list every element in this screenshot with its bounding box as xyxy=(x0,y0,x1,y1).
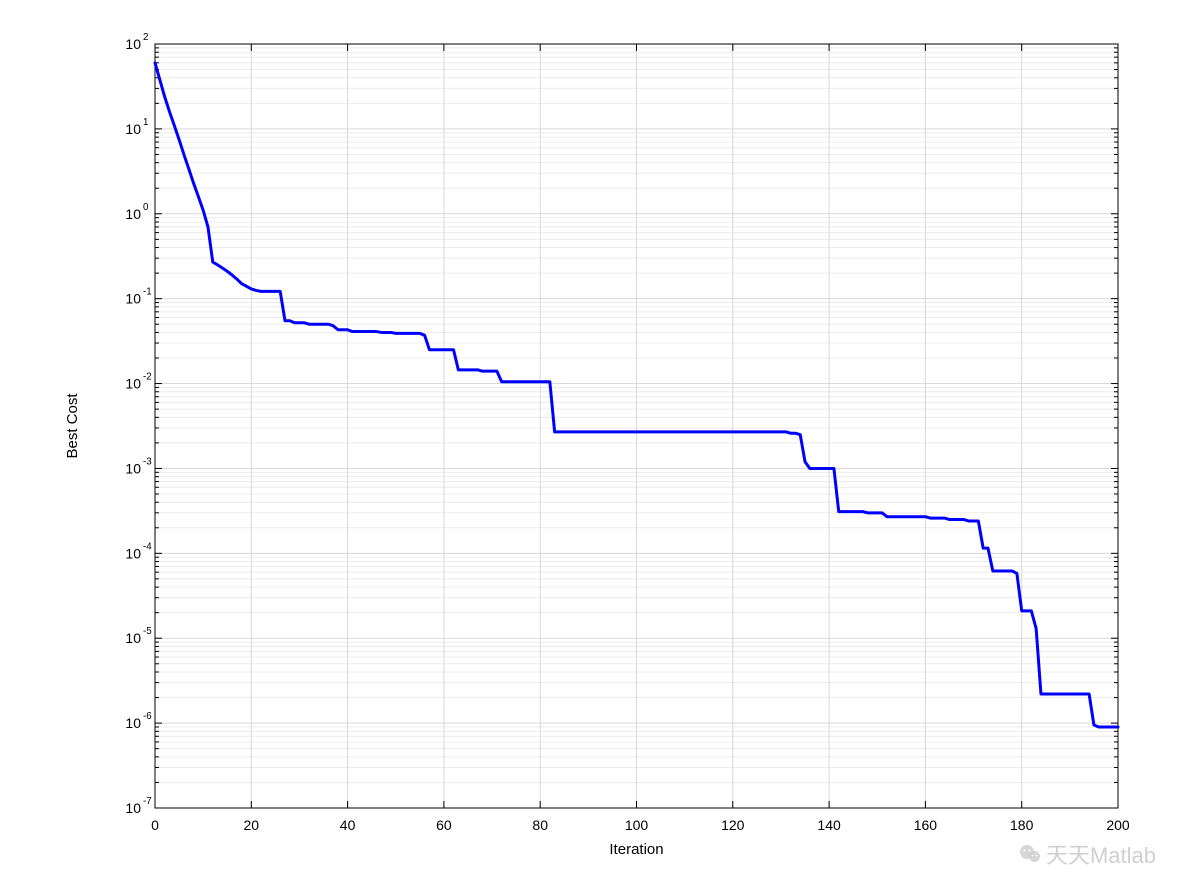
svg-text:10: 10 xyxy=(125,376,141,392)
svg-text:2: 2 xyxy=(143,32,148,43)
x-tick-label: 80 xyxy=(532,817,548,833)
svg-text:-2: -2 xyxy=(143,372,152,383)
svg-text:10: 10 xyxy=(125,715,141,731)
y-axis-label: Best Cost xyxy=(64,393,81,459)
svg-text:1: 1 xyxy=(143,117,148,128)
svg-text:10: 10 xyxy=(125,121,141,137)
svg-text:-1: -1 xyxy=(143,287,152,298)
convergence-chart: 10-710-610-510-410-310-210-1100101102020… xyxy=(0,0,1184,888)
x-tick-label: 20 xyxy=(244,817,260,833)
x-axis-label: Iteration xyxy=(609,841,663,858)
x-tick-label: 140 xyxy=(817,817,841,833)
svg-text:10: 10 xyxy=(125,545,141,561)
svg-text:10: 10 xyxy=(125,36,141,52)
svg-text:10: 10 xyxy=(125,291,141,307)
x-tick-label: 120 xyxy=(721,817,745,833)
svg-text:-3: -3 xyxy=(143,456,152,467)
svg-text:10: 10 xyxy=(125,206,141,222)
x-tick-label: 160 xyxy=(914,817,938,833)
x-tick-label: 180 xyxy=(1010,817,1034,833)
svg-text:-6: -6 xyxy=(143,711,152,722)
x-tick-label: 60 xyxy=(436,817,452,833)
x-tick-label: 200 xyxy=(1106,817,1130,833)
svg-text:10: 10 xyxy=(125,800,141,816)
x-tick-label: 0 xyxy=(151,817,159,833)
svg-text:0: 0 xyxy=(143,202,149,213)
svg-text:-4: -4 xyxy=(143,541,152,552)
chart-container: 10-710-610-510-410-310-210-1100101102020… xyxy=(0,0,1184,888)
svg-text:10: 10 xyxy=(125,460,141,476)
svg-text:-7: -7 xyxy=(143,796,152,807)
svg-text:-5: -5 xyxy=(143,626,152,637)
x-tick-label: 40 xyxy=(340,817,356,833)
x-tick-label: 100 xyxy=(625,817,649,833)
svg-text:10: 10 xyxy=(125,630,141,646)
